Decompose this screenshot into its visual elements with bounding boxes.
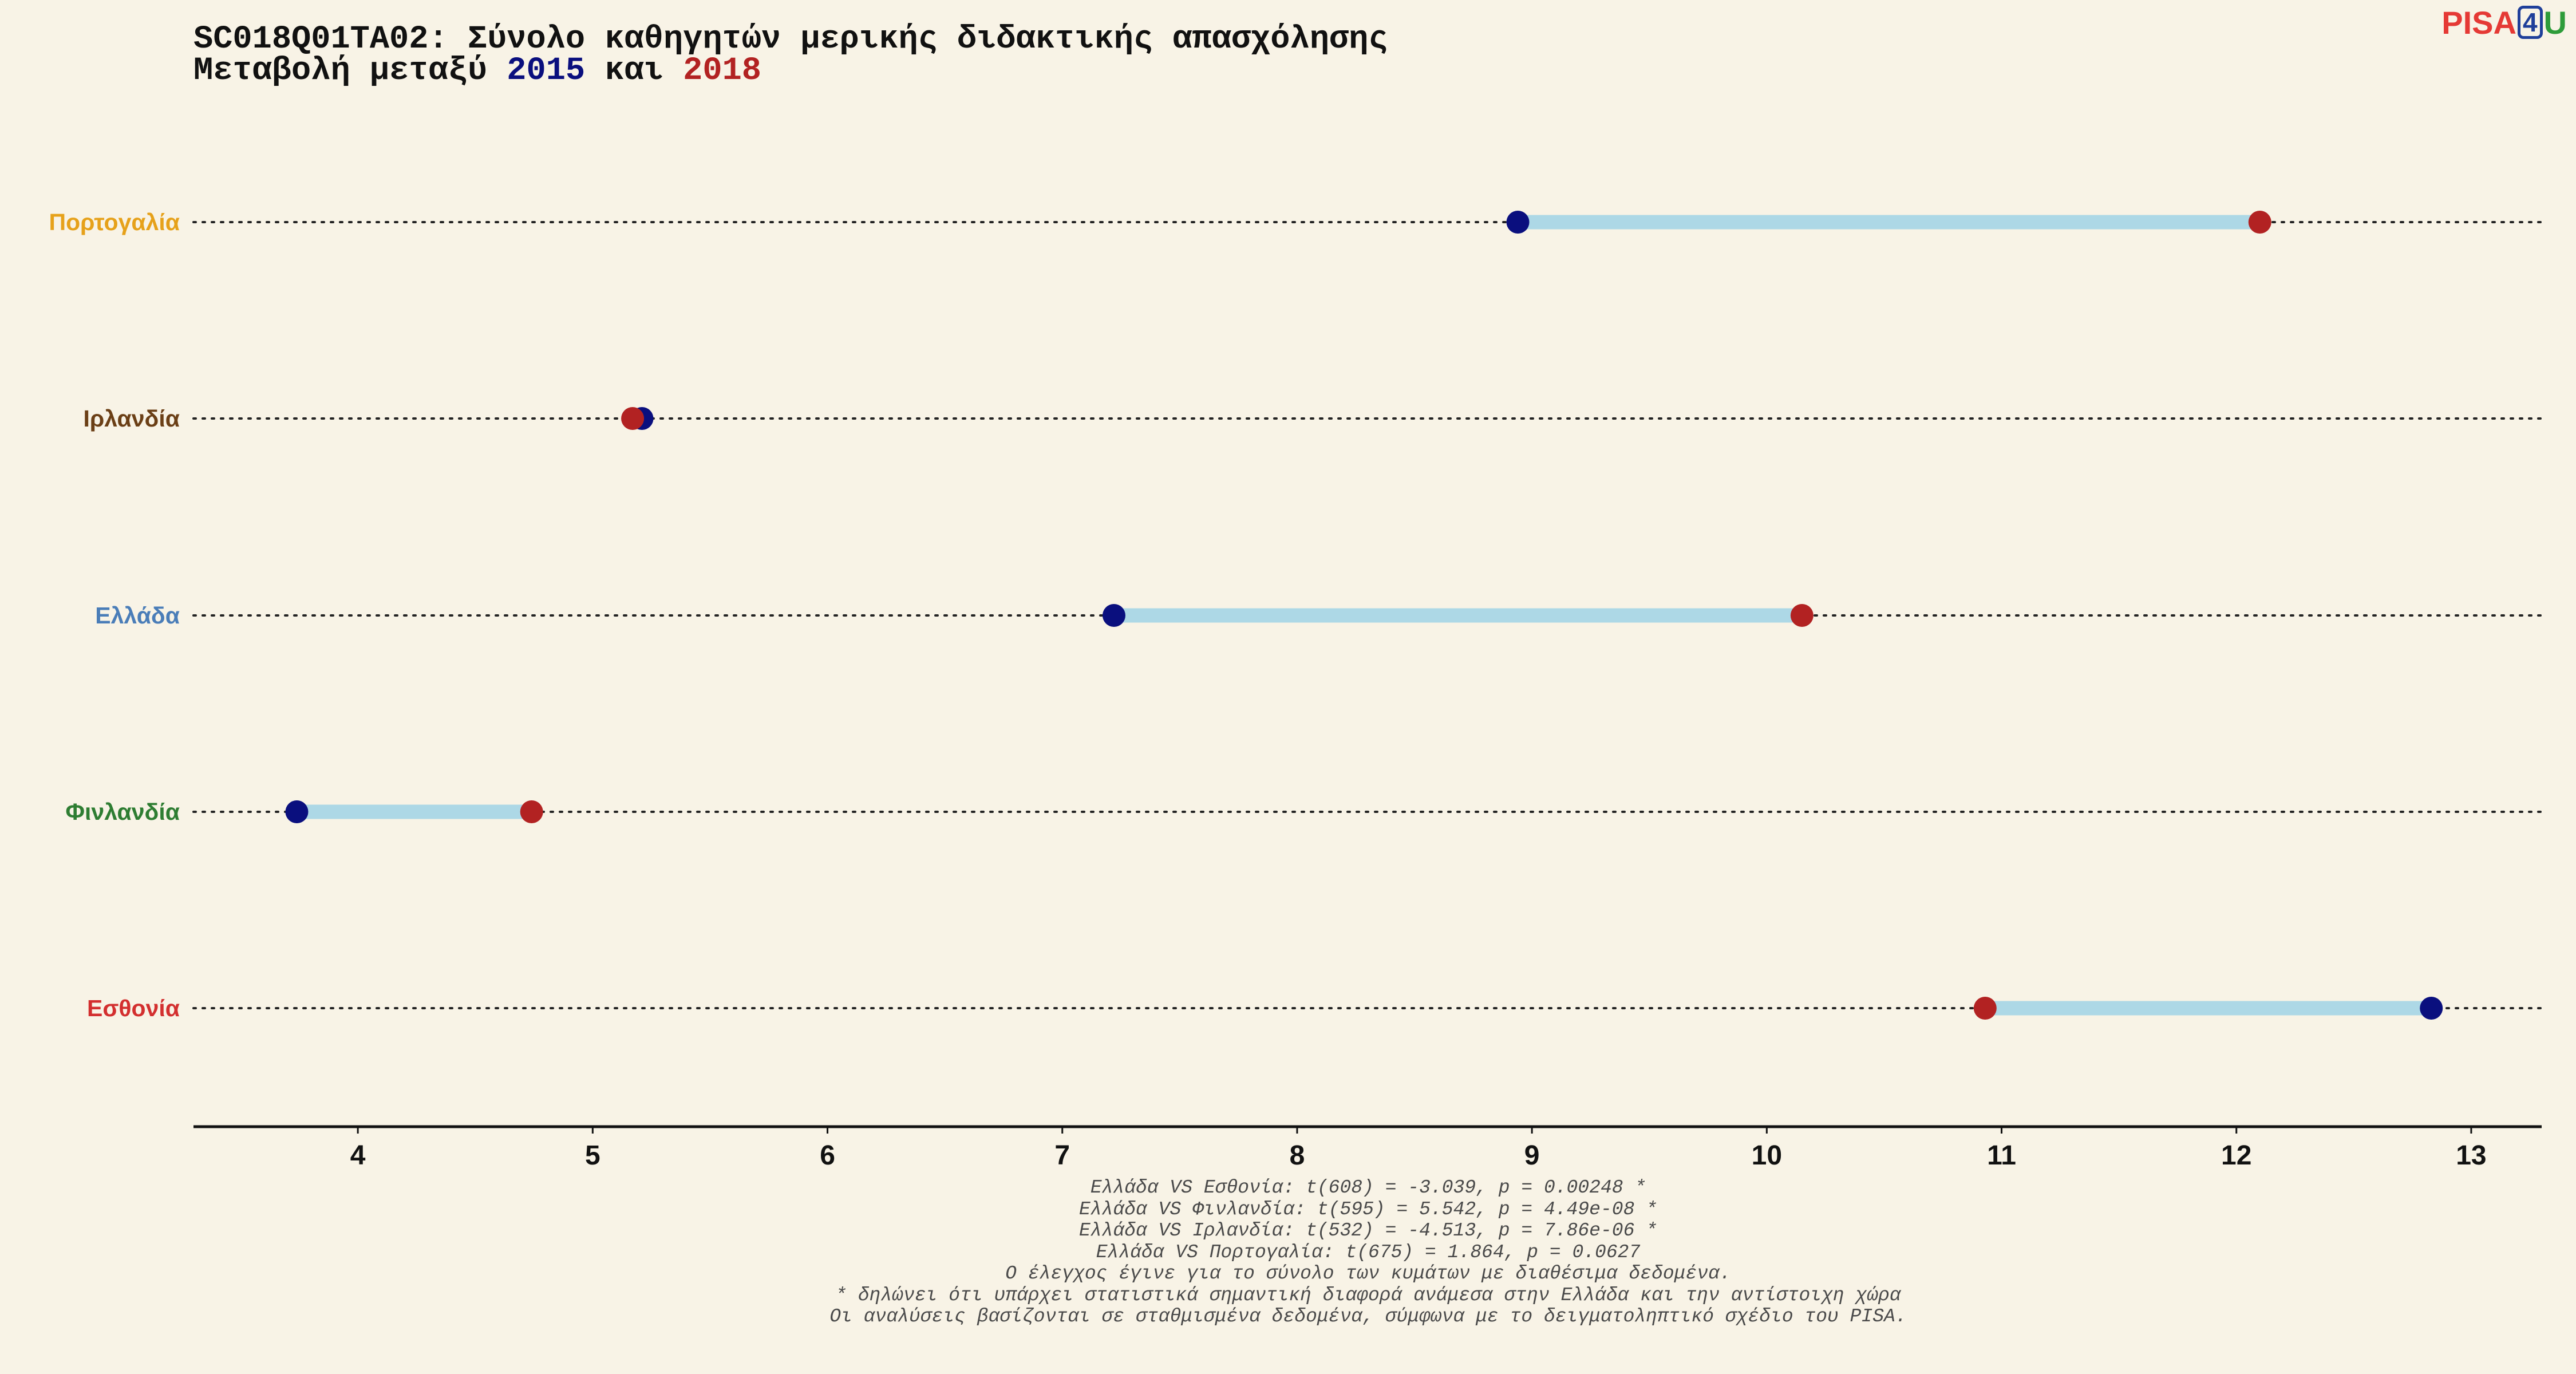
point-2015 <box>285 800 309 823</box>
logo-part-4: 4 <box>2517 6 2543 39</box>
point-2018 <box>1973 997 1997 1020</box>
x-tick-label: 7 <box>1054 1140 1070 1171</box>
x-tick-label: 10 <box>1752 1140 1782 1171</box>
x-tick-label: 11 <box>1987 1140 2016 1171</box>
title-line-1: SC018Q01TA02: Σύνολο καθηγητών μερικής δ… <box>193 21 1388 58</box>
footnotes: Ελλάδα VS Εσθονία: t(608) = -3.039, p = … <box>0 1177 2576 1328</box>
country-label: Εσθονία <box>87 995 180 1021</box>
country-label: Φινλανδία <box>65 799 180 825</box>
country-label: Ελλάδα <box>95 602 180 629</box>
x-tick-label: 4 <box>350 1140 366 1171</box>
chart-title: SC018Q01TA02: Σύνολο καθηγητών μερικής δ… <box>193 21 1388 89</box>
x-tick-label: 8 <box>1290 1140 1305 1171</box>
logo-part-u: U <box>2543 5 2567 41</box>
x-tick-label: 9 <box>1524 1140 1540 1171</box>
country-label: Πορτογαλία <box>49 209 180 235</box>
title-middle: και <box>585 53 683 89</box>
logo-part-pisa: PISA <box>2441 5 2516 41</box>
point-2015 <box>1102 604 1125 627</box>
footnote-line: Ελλάδα VS Ιρλανδία: t(532) = -4.513, p =… <box>1079 1220 1657 1241</box>
point-2018 <box>1790 604 1814 627</box>
point-2018 <box>520 800 543 823</box>
country-label: Ιρλανδία <box>83 405 180 432</box>
footnote-line: Ελλάδα VS Πορτογαλία: t(675) = 1.864, p … <box>1096 1241 1641 1263</box>
x-tick-label: 13 <box>2456 1140 2486 1171</box>
footnote-line: Ο έλεγχος έγινε για το σύνολο των κυμάτω… <box>1005 1263 1731 1284</box>
footnote-line: Οι αναλύσεις βασίζονται σε σταθμισμένα δ… <box>829 1306 1907 1327</box>
point-2018 <box>621 407 645 430</box>
x-tick-label: 12 <box>2221 1140 2251 1171</box>
footnote-line: Ελλάδα VS Εσθονία: t(608) = -3.039, p = … <box>1090 1177 1646 1198</box>
x-tick-label: 5 <box>585 1140 600 1171</box>
x-tick-label: 6 <box>820 1140 835 1171</box>
title-year-2018: 2018 <box>683 53 761 89</box>
title-year-2015: 2015 <box>507 53 586 89</box>
point-2018 <box>2248 211 2271 234</box>
title-line-2: Μεταβολή μεταξύ 2015 και 2018 <box>193 53 1388 89</box>
pisa4u-logo: PISA 4 U <box>2441 5 2567 41</box>
footnote-line: Ελλάδα VS Φινλανδία: t(595) = 5.542, p =… <box>1079 1198 1657 1220</box>
point-2015 <box>1506 211 1530 234</box>
footnote-line: * δηλώνει ότι υπάρχει στατιστικά σημαντι… <box>835 1284 1901 1306</box>
title-prefix: Μεταβολή μεταξύ <box>193 53 507 89</box>
point-2015 <box>2420 997 2443 1020</box>
